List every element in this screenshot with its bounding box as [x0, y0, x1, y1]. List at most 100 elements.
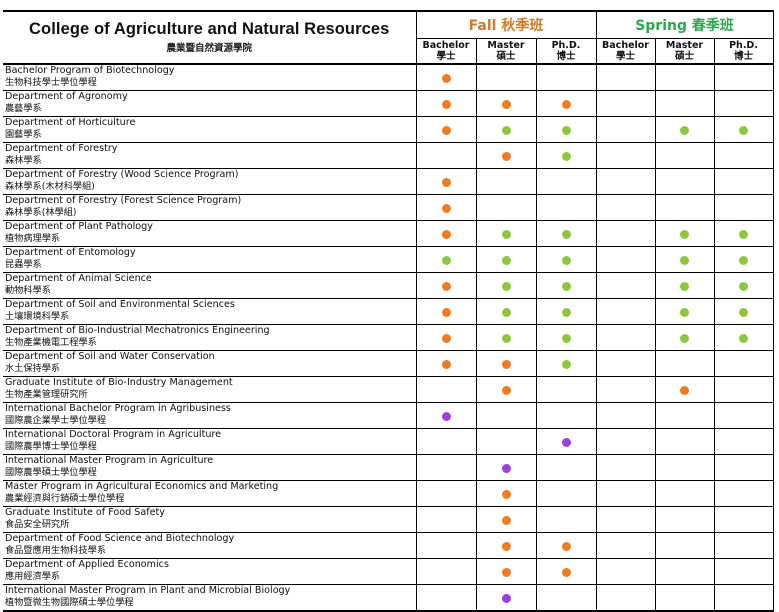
orange-dot-icon	[680, 386, 690, 395]
spring-master-cell	[654, 376, 715, 403]
orange-dot-icon	[501, 100, 511, 109]
fall-bachelor-cell	[415, 246, 476, 273]
orange-dot-icon	[501, 152, 511, 161]
spring-semester-header: Spring 春季班	[595, 10, 774, 39]
table-row: Department of Food Science and Biotechno…	[3, 532, 774, 559]
program-name-zh: 森林學系	[5, 155, 42, 166]
spring-bachelor-cell	[595, 428, 656, 455]
fall-phd-cell	[535, 376, 597, 403]
table-row: Department of Soil and Environmental Sci…	[3, 298, 774, 325]
green-dot-icon	[680, 230, 690, 239]
program-name-cell: International Bachelor Program in Agribu…	[3, 402, 416, 429]
spring-phd-cell	[713, 90, 774, 117]
fall-master-cell	[475, 324, 536, 351]
green-dot-icon	[501, 126, 511, 135]
fall-bachelor-cell	[415, 90, 476, 117]
fall-master-cell	[475, 402, 536, 429]
green-dot-icon	[501, 256, 511, 265]
program-name-zh: 水土保持學系	[5, 363, 61, 374]
program-name-cell: Department of Forestry (Forest Science P…	[3, 194, 416, 221]
fall-master-cell	[475, 584, 536, 612]
spring-bachelor-cell	[595, 90, 656, 117]
program-name-en: Department of Applied Economics	[5, 559, 169, 570]
spring-phd-cell	[713, 454, 774, 481]
orange-dot-icon	[441, 334, 451, 343]
program-name-en: Department of Animal Science	[5, 273, 152, 284]
orange-dot-icon	[441, 360, 451, 369]
spring-phd-cell	[713, 428, 774, 455]
fall-phd-cell	[535, 90, 597, 117]
fall-bachelor-cell	[415, 454, 476, 481]
fall-phd-cell	[535, 532, 597, 559]
program-name-en: International Master Program in Agricult…	[5, 455, 214, 466]
orange-dot-icon	[441, 126, 451, 135]
fall-bachelor-header: Bachelor 學士	[415, 38, 476, 65]
green-dot-icon	[501, 230, 511, 239]
spring-bachelor-cell	[595, 506, 656, 533]
program-name-zh: 生物科技學士學位學程	[5, 77, 97, 88]
spring-master-cell	[654, 220, 715, 247]
fall-bachelor-cell	[415, 350, 476, 377]
green-dot-icon	[739, 126, 749, 135]
program-name-zh: 生物產業管理研究所	[5, 389, 88, 400]
fall-bachelor-cell	[415, 220, 476, 247]
fall-phd-cell	[535, 168, 597, 195]
green-dot-icon	[680, 126, 690, 135]
green-dot-icon	[561, 282, 571, 291]
green-dot-icon	[680, 256, 690, 265]
green-dot-icon	[561, 152, 571, 161]
table-row: Department of Animal Science 動物科學系	[3, 272, 774, 299]
program-name-zh: 植物暨微生物國際碩士學位學程	[5, 597, 134, 608]
fall-bachelor-cell	[415, 272, 476, 299]
spring-phd-cell	[713, 350, 774, 377]
fall-phd-cell	[535, 350, 597, 377]
orange-dot-icon	[501, 490, 511, 499]
spring-phd-cell	[713, 142, 774, 169]
program-name-zh: 農藝學系	[5, 103, 42, 114]
spring-master-cell	[654, 116, 715, 143]
green-dot-icon	[680, 334, 690, 343]
fall-phd-cell	[535, 246, 597, 273]
fall-master-cell	[475, 194, 536, 221]
fall-phd-cell	[535, 116, 597, 143]
green-dot-icon	[441, 256, 451, 265]
green-dot-icon	[501, 282, 511, 291]
fall-master-cell	[475, 220, 536, 247]
spring-phd-cell	[713, 298, 774, 325]
fall-master-cell	[475, 272, 536, 299]
green-dot-icon	[739, 230, 749, 239]
table-row: Department of Horticulture 園藝學系	[3, 116, 774, 143]
program-name-zh: 食品暨應用生物科技學系	[5, 545, 107, 556]
fall-bachelor-cell	[415, 558, 476, 585]
program-name-en: Department of Horticulture	[5, 117, 136, 128]
spring-master-cell	[654, 90, 715, 117]
program-name-cell: Department of Entomology 昆蟲學系	[3, 246, 416, 273]
green-dot-icon	[739, 334, 749, 343]
orange-dot-icon	[561, 542, 571, 551]
green-dot-icon	[680, 308, 690, 317]
program-name-zh: 生物產業機電工程學系	[5, 337, 97, 348]
spring-master-cell	[654, 324, 715, 351]
fall-phd-cell	[535, 298, 597, 325]
program-name-en: Graduate Institute of Bio-Industry Manag…	[5, 377, 233, 388]
fall-master-cell	[475, 454, 536, 481]
program-name-cell: Bachelor Program of Biotechnology 生物科技學士學…	[3, 64, 416, 91]
table-row: Department of Bio-Industrial Mechatronic…	[3, 324, 774, 351]
spring-phd-cell	[713, 168, 774, 195]
fall-phd-cell	[535, 558, 597, 585]
program-name-cell: International Master Program in Plant an…	[3, 584, 416, 612]
program-name-zh: 動物科學系	[5, 285, 51, 296]
fall-semester-header: Fall 秋季班	[415, 10, 597, 39]
spring-phd-header: Ph.D. 博士	[713, 38, 774, 65]
fall-phd-cell	[535, 194, 597, 221]
spring-master-header: Master 碩士	[654, 38, 715, 65]
spring-phd-cell	[713, 246, 774, 273]
program-name-en: Department of Forestry (Wood Science Pro…	[5, 169, 239, 180]
green-dot-icon	[739, 282, 749, 291]
spring-bachelor-cell	[595, 142, 656, 169]
spring-phd-cell	[713, 532, 774, 559]
program-name-cell: International Doctoral Program in Agricu…	[3, 428, 416, 455]
green-dot-icon	[561, 126, 571, 135]
fall-phd-cell	[535, 454, 597, 481]
orange-dot-icon	[441, 178, 451, 187]
